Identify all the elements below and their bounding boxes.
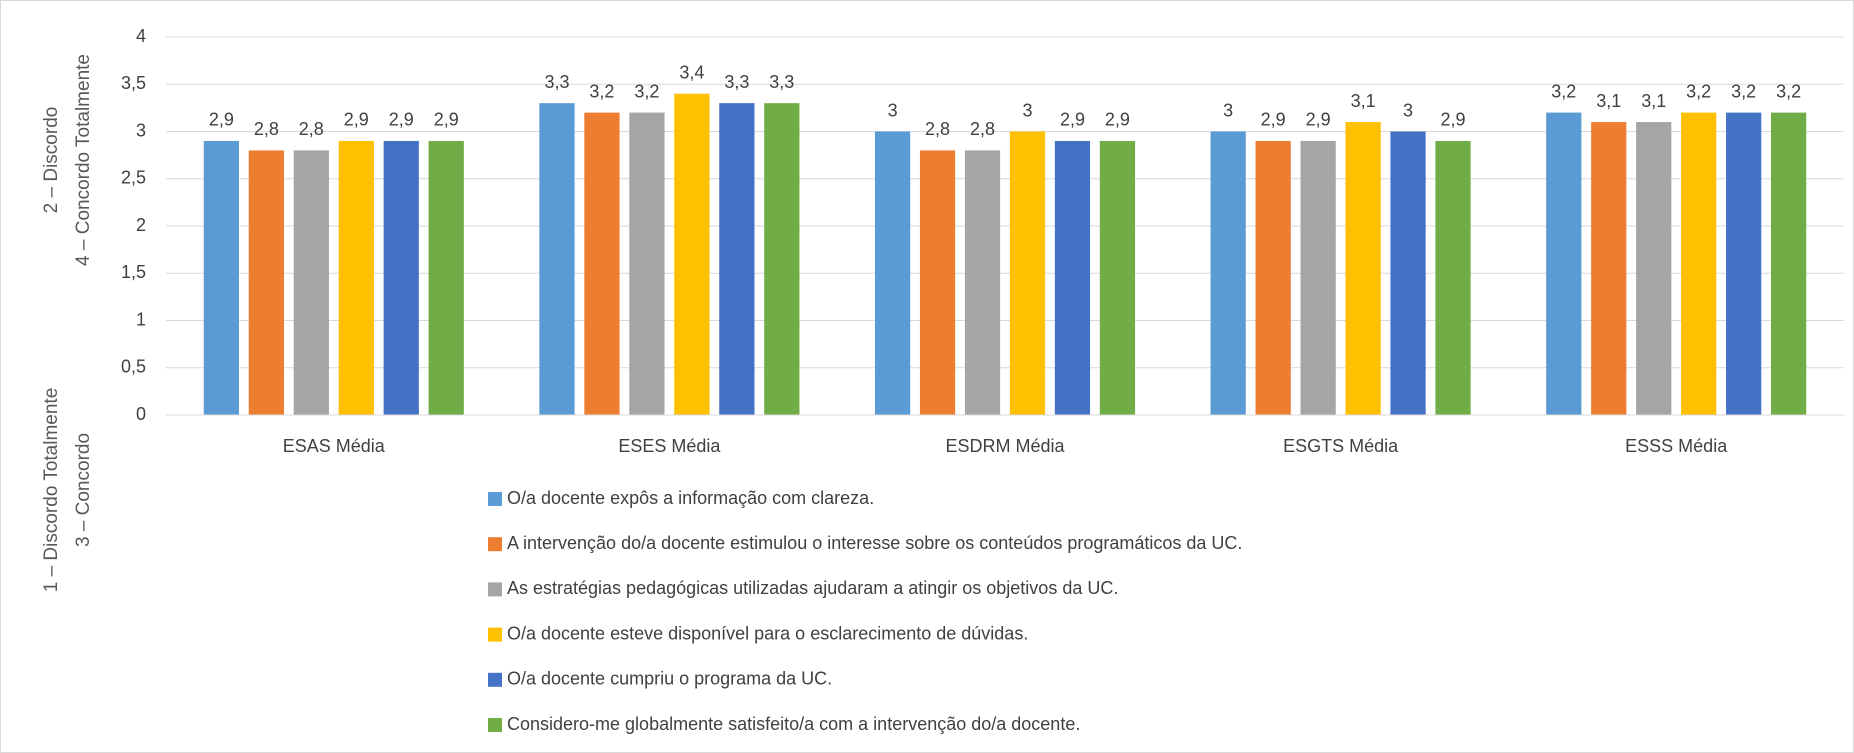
data-label: 3,3	[769, 72, 794, 92]
data-label: 3,2	[589, 81, 614, 101]
bar	[584, 112, 620, 415]
bar	[629, 112, 665, 415]
data-label: 3,1	[1596, 91, 1621, 111]
bar	[293, 150, 329, 415]
bar	[428, 140, 464, 415]
y-axis-label: 3 – Concordo	[73, 433, 94, 547]
legend-label: O/a docente esteve disponível para o esc…	[507, 623, 1028, 643]
bar	[248, 150, 284, 415]
x-tick-label: ESSS Média	[1625, 436, 1728, 456]
data-label: 2,9	[1306, 110, 1331, 130]
bar	[874, 131, 911, 415]
bar	[1099, 140, 1136, 415]
legend-label: A intervenção do/a docente estimulou o i…	[507, 533, 1242, 553]
bar	[1009, 131, 1046, 415]
y-tick-label: 2,5	[121, 168, 146, 188]
data-label: 3,2	[1551, 81, 1576, 101]
bar	[1054, 140, 1091, 415]
bar	[1546, 112, 1582, 415]
legend-swatch	[488, 492, 502, 506]
bar	[1636, 122, 1672, 416]
bar	[338, 140, 374, 415]
data-label: 2,9	[434, 110, 459, 130]
legend-label: O/a docente cumpriu o programa da UC.	[507, 669, 832, 689]
data-label: 3,3	[544, 72, 569, 92]
legend-swatch	[488, 718, 502, 732]
data-label: 3	[1022, 100, 1032, 120]
y-tick-label: 3,5	[121, 73, 146, 93]
bar	[1681, 112, 1717, 415]
bar	[1255, 140, 1291, 415]
data-label: 2,9	[1105, 110, 1130, 130]
bar	[1345, 122, 1381, 416]
bar	[1390, 131, 1426, 415]
data-label: 3,2	[1776, 81, 1801, 101]
x-tick-label: ESAS Média	[283, 436, 386, 456]
legend-swatch	[488, 537, 502, 552]
y-tick-label: 2	[136, 215, 146, 235]
data-label: 2,8	[254, 119, 279, 139]
data-label: 2,9	[344, 110, 369, 130]
bar	[1771, 112, 1807, 415]
y-axis-label: 4 – Concordo Totalmente	[73, 54, 94, 266]
bar	[1591, 122, 1627, 416]
data-label: 2,9	[389, 110, 414, 130]
bar	[1726, 112, 1762, 415]
bar	[964, 150, 1001, 415]
x-tick-label: ESES Média	[618, 436, 721, 456]
bar	[719, 103, 755, 416]
data-label: 2,8	[299, 119, 324, 139]
y-tick-label: 0	[136, 404, 146, 424]
data-label: 3,1	[1351, 91, 1376, 111]
y-tick-label: 4	[136, 26, 146, 46]
data-label: 3	[888, 100, 898, 120]
y-tick-label: 0,5	[121, 357, 146, 377]
data-label: 2,8	[970, 119, 995, 139]
y-axis-label: 1 – Discordo Totalmente	[41, 388, 62, 593]
data-label: 3,2	[634, 81, 659, 101]
data-label: 3,1	[1641, 91, 1666, 111]
bar	[1300, 140, 1336, 415]
x-tick-label: ESDRM Média	[945, 436, 1065, 456]
legend-label: Considero-me globalmente satisfeito/a co…	[507, 714, 1080, 734]
legend-swatch	[488, 627, 502, 642]
legend-swatch	[488, 582, 502, 597]
legend-label: As estratégias pedagógicas utilizadas aj…	[507, 578, 1118, 598]
data-label: 2,9	[1261, 110, 1286, 130]
bar	[1210, 131, 1246, 415]
y-axis-label: 2 – Discordo	[41, 107, 62, 214]
x-tick-label: ESGTS Média	[1283, 436, 1399, 456]
data-label: 3,2	[1686, 81, 1711, 101]
data-label: 3,2	[1731, 81, 1756, 101]
bar	[674, 93, 710, 415]
bar	[1435, 140, 1471, 415]
bar	[383, 140, 419, 415]
y-tick-label: 1	[136, 309, 146, 329]
data-label: 3,3	[724, 72, 749, 92]
bar	[203, 140, 239, 415]
data-label: 2,8	[925, 119, 950, 139]
data-label: 2,9	[209, 110, 234, 130]
data-label: 3,4	[679, 62, 704, 82]
data-label: 3	[1403, 100, 1413, 120]
legend-swatch	[488, 672, 502, 687]
data-label: 3	[1223, 100, 1233, 120]
bar	[919, 150, 956, 415]
bar	[539, 103, 575, 416]
y-tick-label: 1,5	[121, 262, 146, 282]
legend-label: O/a docente expôs a informação com clare…	[507, 488, 874, 508]
bar	[764, 103, 800, 416]
data-label: 2,9	[1441, 110, 1466, 130]
data-label: 2,9	[1060, 110, 1085, 130]
y-tick-label: 3	[136, 120, 146, 140]
